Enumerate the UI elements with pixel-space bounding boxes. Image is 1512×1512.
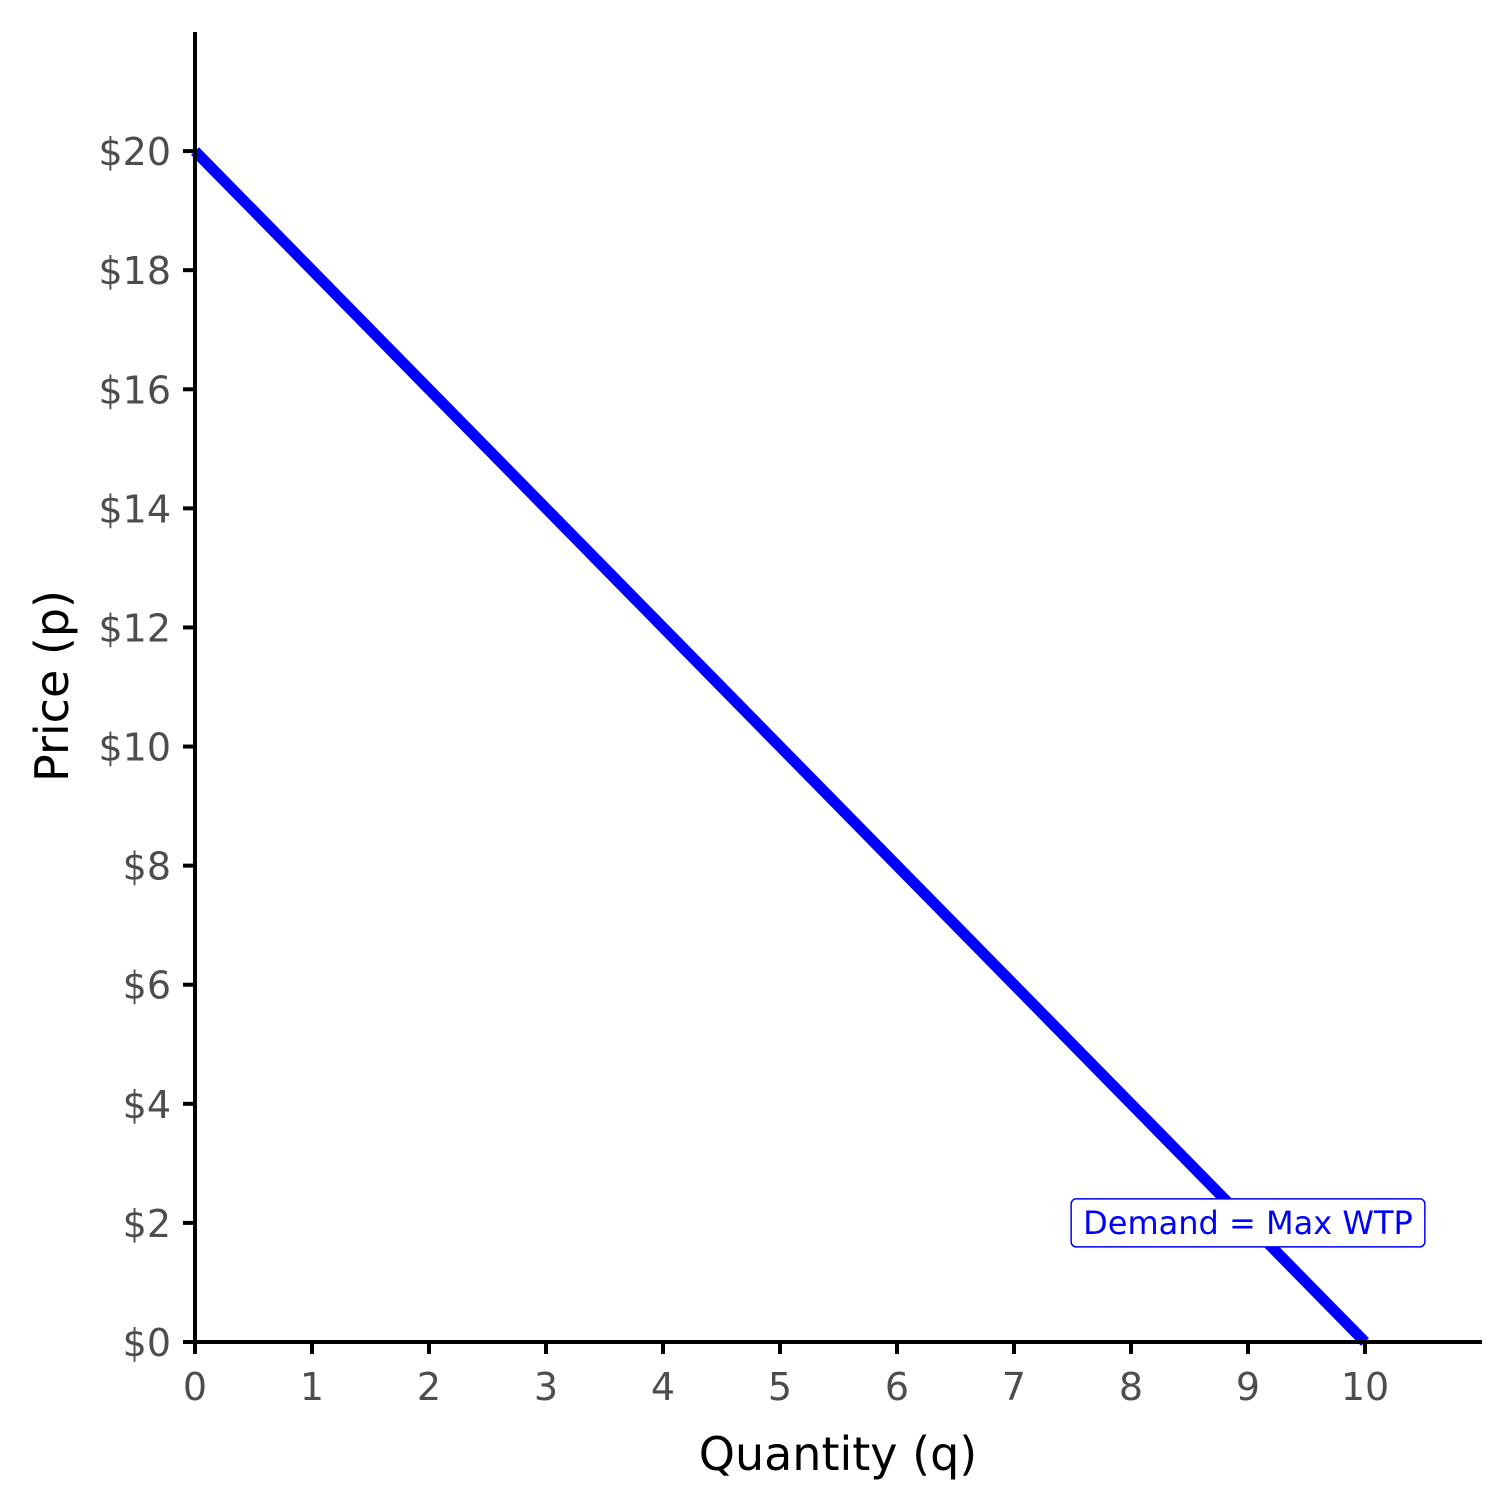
y-tick-label: $2 [123, 1202, 171, 1246]
y-tick-label: $8 [123, 845, 171, 889]
x-tick-label: 6 [885, 1365, 909, 1409]
y-tick-label: $16 [98, 368, 171, 412]
y-axis-title: Price (p) [25, 590, 79, 782]
x-tick-label: 7 [1002, 1365, 1026, 1409]
axis-layer: 0 1 2 3 4 5 6 7 8 9 10 $0 $2 $4 $6 $8 $10 $12 $14 $16 $18 $20 [98, 32, 1482, 1409]
y-tick-label: $14 [98, 487, 171, 531]
x-tick-label: 1 [300, 1365, 324, 1409]
x-tick-label: 5 [768, 1365, 792, 1409]
x-tick-label: 10 [1341, 1365, 1389, 1409]
y-tick-label: $20 [98, 130, 171, 174]
x-axis-title: Quantity (q) [699, 1427, 978, 1481]
y-tick-label: $18 [98, 249, 171, 293]
x-tick-label: 8 [1119, 1365, 1143, 1409]
y-tick-label: $12 [98, 606, 171, 650]
series-layer [191, 147, 1369, 1346]
x-tick-label: 0 [183, 1365, 207, 1409]
x-tick-label: 9 [1236, 1365, 1260, 1409]
demand-label-box [1070, 1198, 1426, 1248]
demand-label-text: Demand = Max WTP [1083, 1204, 1413, 1242]
y-tick-label: $0 [123, 1321, 171, 1365]
y-tick-label: $10 [98, 726, 171, 770]
y-tick-label: $6 [123, 964, 171, 1008]
x-tick-label: 4 [651, 1365, 675, 1409]
demand-line [191, 147, 1369, 1346]
y-tick-label: $4 [123, 1083, 171, 1127]
x-tick-label: 3 [534, 1365, 558, 1409]
annotation-layer: Demand = Max WTP [1070, 1198, 1426, 1248]
demand-label: Demand = Max WTP [1070, 1198, 1426, 1248]
x-tick-label: 2 [417, 1365, 441, 1409]
